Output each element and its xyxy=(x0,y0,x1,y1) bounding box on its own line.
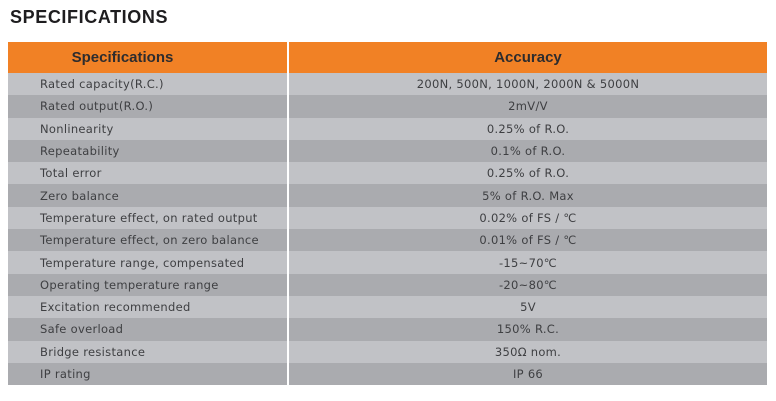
spec-label: Operating temperature range xyxy=(8,273,289,296)
table-row: Total error 0.25% of R.O. xyxy=(8,162,767,185)
table-body: Rated capacity(R.C.) 200N, 500N, 1000N, … xyxy=(8,73,767,386)
column-header-specifications: Specifications xyxy=(8,42,289,73)
spec-value: 150% R.C. xyxy=(496,322,560,337)
table-row: Safe overload 150% R.C. xyxy=(8,318,767,341)
spec-label: Total error xyxy=(8,162,289,185)
spec-label: Nonlinearity xyxy=(8,117,289,140)
table-row: Excitation recommended 5V xyxy=(8,295,767,319)
table-row: Rated output(R.O.) 2mV/V xyxy=(8,95,767,118)
spec-label: Temperature range, compensated xyxy=(8,251,289,274)
spec-value: 5V xyxy=(520,300,536,315)
spec-value: 0.25% of R.O. xyxy=(486,166,570,181)
spec-value: 200N, 500N, 1000N, 2000N & 5000N xyxy=(416,77,640,92)
spec-value: -15~70℃ xyxy=(498,255,558,270)
spec-value: 2mV/V xyxy=(508,99,548,114)
spec-label: Temperature effect, on rated output xyxy=(8,206,289,230)
column-header-accuracy: Accuracy xyxy=(494,49,562,66)
table-row: Temperature range, compensated -15~70℃ xyxy=(8,251,767,274)
spec-label: Repeatability xyxy=(8,139,289,163)
spec-label: Bridge resistance xyxy=(8,340,289,363)
table-row: Rated capacity(R.C.) 200N, 500N, 1000N, … xyxy=(8,73,767,96)
table-row: IP rating IP 66 xyxy=(8,362,767,386)
specifications-table: Specifications Accuracy Rated capacity(R… xyxy=(8,42,767,386)
spec-label: Excitation recommended xyxy=(8,295,289,319)
spec-value: -20~80℃ xyxy=(498,277,558,292)
spec-value: 5% of R.O. Max xyxy=(482,188,574,203)
spec-value: 0.01% of FS / ℃ xyxy=(479,233,577,248)
table-row: Temperature effect, on zero balance 0.01… xyxy=(8,229,767,252)
table-row: Zero balance 5% of R.O. Max xyxy=(8,184,767,207)
spec-value: 0.02% of FS / ℃ xyxy=(479,210,577,225)
spec-value: 0.1% of R.O. xyxy=(490,144,566,159)
spec-value: 350Ω nom. xyxy=(494,344,562,359)
table-row: Nonlinearity 0.25% of R.O. xyxy=(8,117,767,140)
table-row: Temperature effect, on rated output 0.02… xyxy=(8,206,767,230)
spec-label: Rated output(R.O.) xyxy=(8,95,289,118)
spec-label: Safe overload xyxy=(8,318,289,341)
table-row: Bridge resistance 350Ω nom. xyxy=(8,340,767,363)
table-header-row: Specifications Accuracy xyxy=(8,42,767,73)
table-row: Operating temperature range -20~80℃ xyxy=(8,273,767,296)
page-title: SPECIFICATIONS xyxy=(10,7,169,27)
table-row: Repeatability 0.1% of R.O. xyxy=(8,139,767,163)
spec-label: Temperature effect, on zero balance xyxy=(8,229,289,252)
spec-label: Rated capacity(R.C.) xyxy=(8,73,289,96)
spec-label: Zero balance xyxy=(8,184,289,207)
spec-value: IP 66 xyxy=(512,367,544,381)
spec-value: 0.25% of R.O. xyxy=(486,121,570,136)
spec-label: IP rating xyxy=(8,362,289,386)
